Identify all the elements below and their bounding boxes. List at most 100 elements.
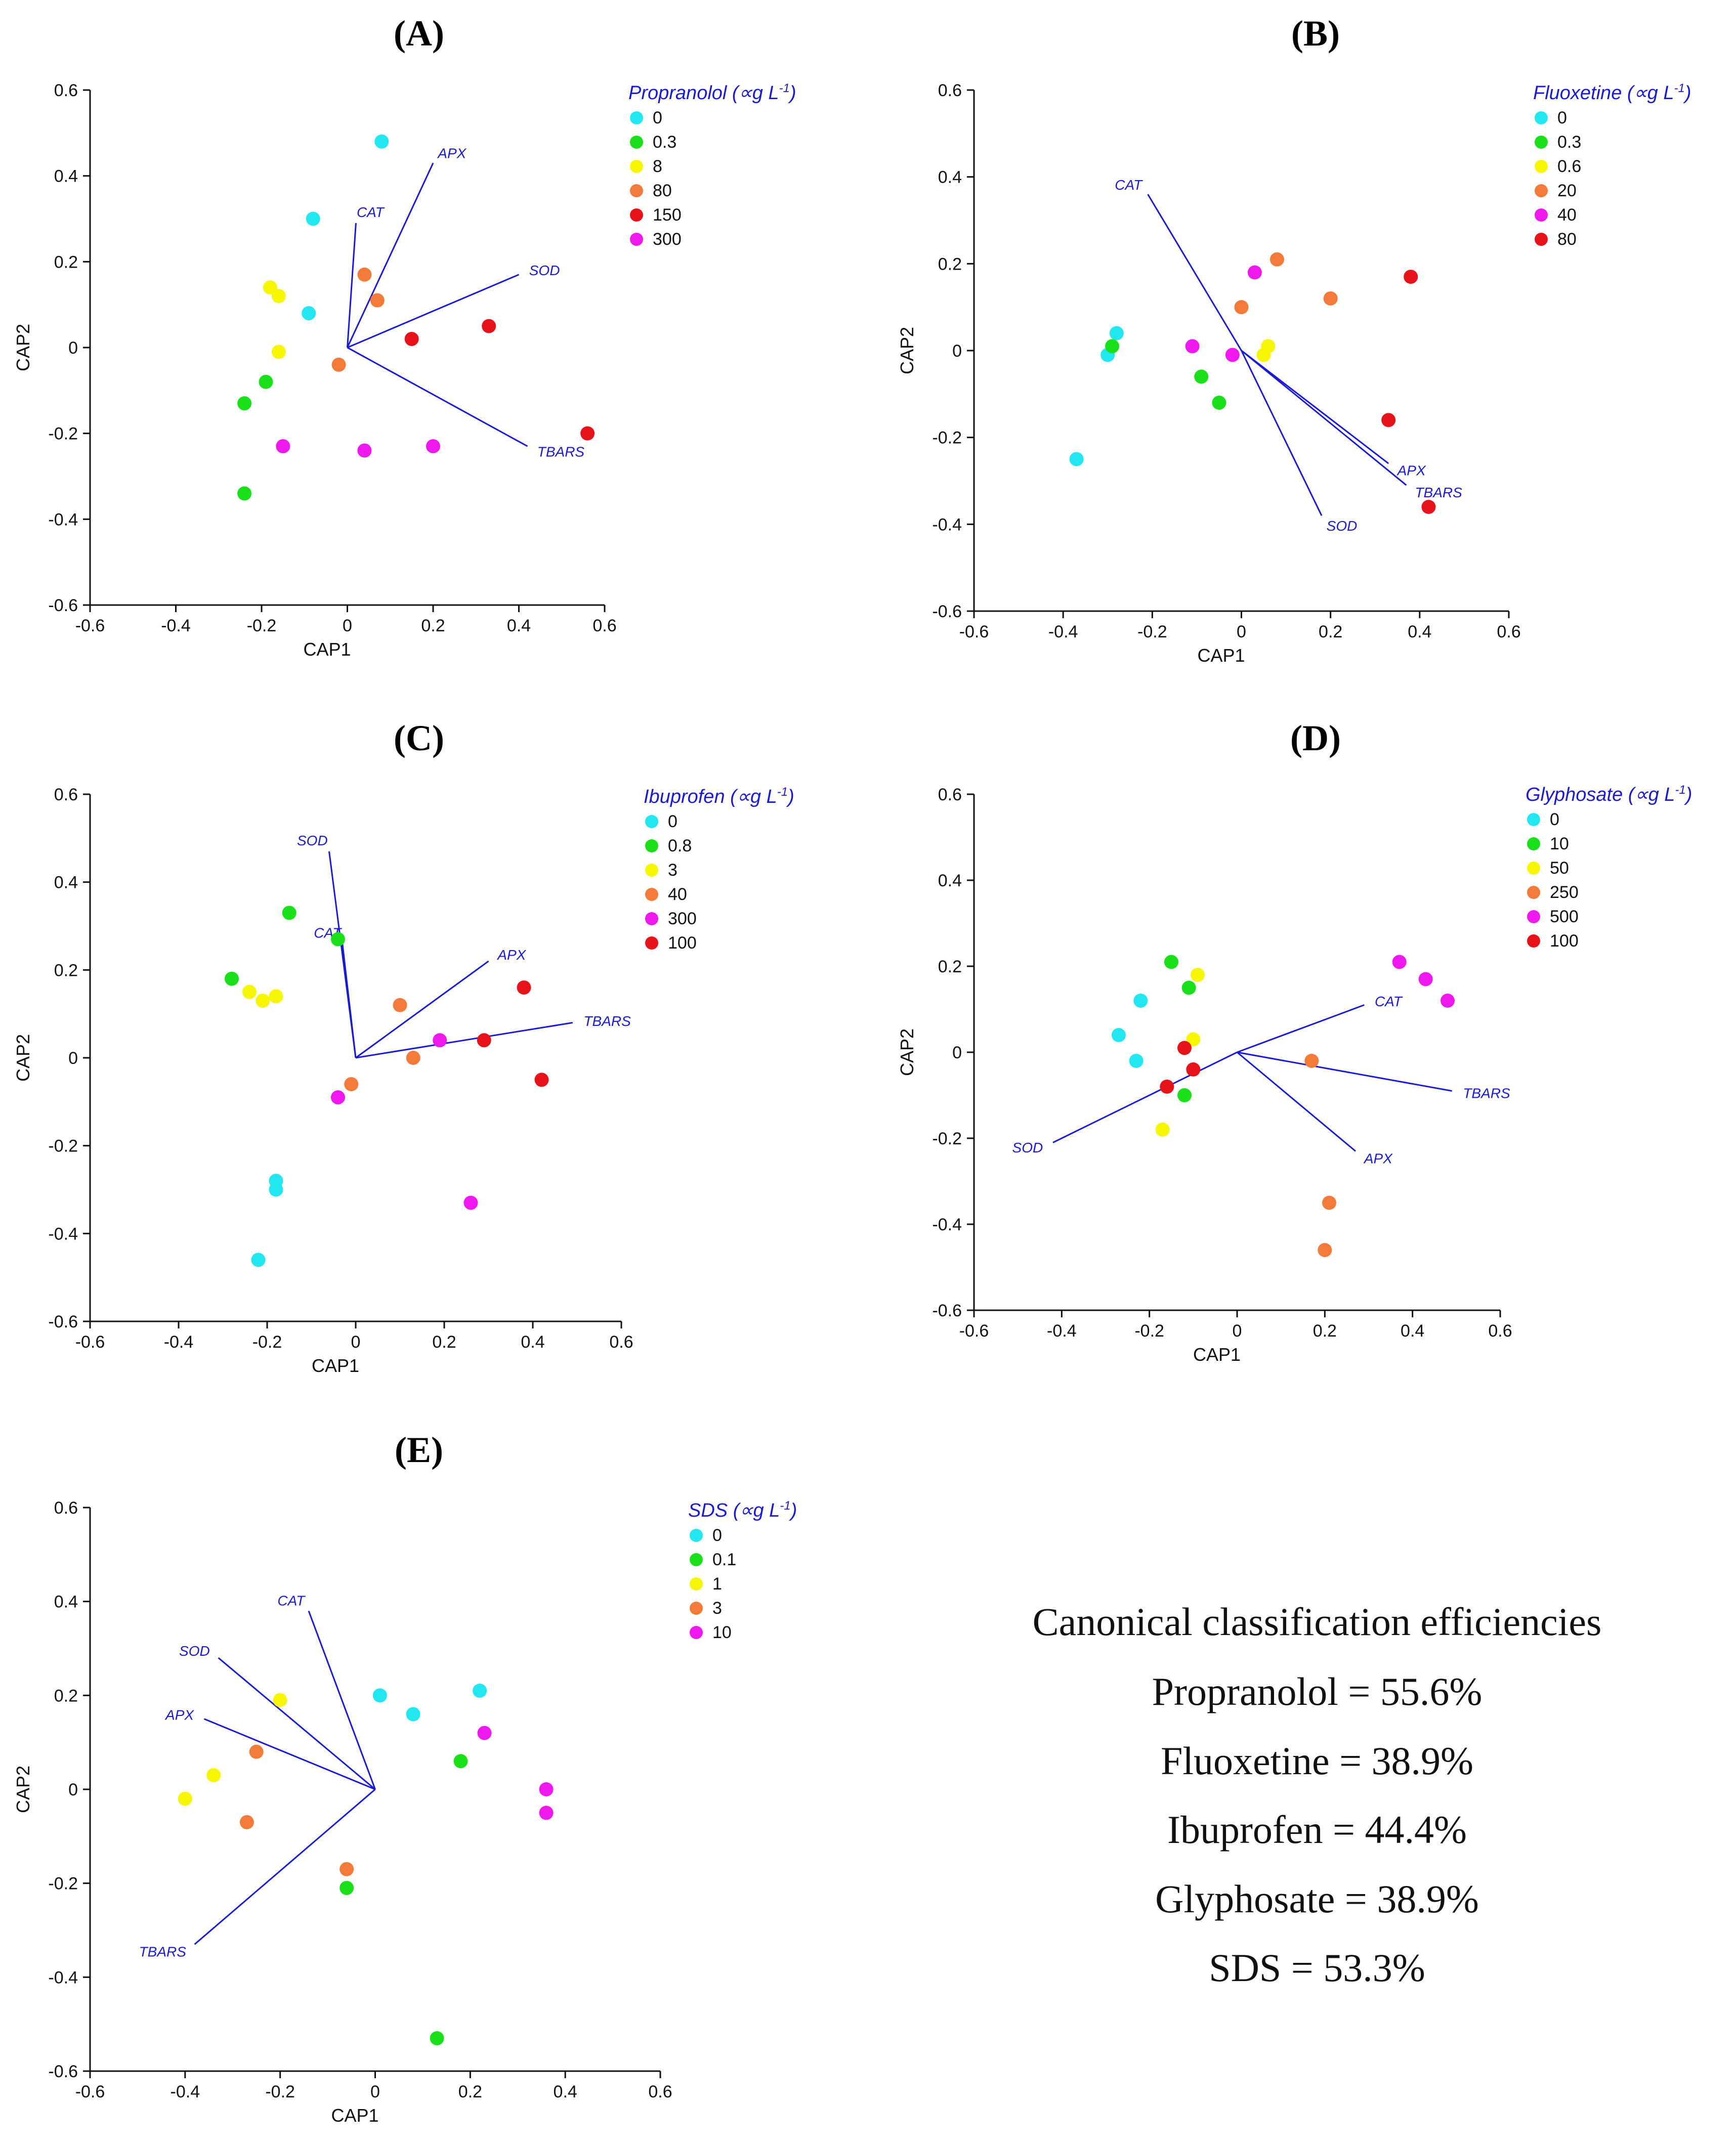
data-point	[1185, 339, 1200, 354]
summary-line-glyphosate: Glyphosate = 38.9%	[1155, 1877, 1479, 1921]
y-tick-label: 0.2	[54, 1686, 78, 1705]
x-tick-label: 0	[1237, 622, 1246, 641]
data-point	[1194, 369, 1209, 384]
vector-apx	[347, 162, 434, 348]
data-point	[344, 1077, 359, 1092]
data-point	[1381, 413, 1396, 427]
data-point	[1177, 1088, 1192, 1102]
y-tick-label: -0.4	[48, 510, 78, 529]
data-point	[282, 906, 297, 920]
legend-title: Ibuprofen (∝g L-1)	[644, 785, 794, 807]
x-tick-label: 0.4	[554, 2082, 577, 2101]
y-tick-label: 0.2	[938, 254, 962, 274]
data-point	[269, 989, 283, 1004]
vector-cat	[1147, 194, 1242, 351]
x-tick-label: -0.4	[164, 1333, 194, 1352]
data-point	[1304, 1054, 1319, 1068]
data-point	[463, 1195, 478, 1210]
legend-entry: 0	[653, 108, 662, 127]
legend-entry: 0.8	[668, 836, 692, 855]
y-tick-label: -0.6	[932, 602, 962, 621]
legend-entry: 0	[712, 1526, 722, 1545]
vector-sod	[1052, 1051, 1238, 1143]
data-point	[1247, 265, 1262, 280]
data-point	[1160, 1080, 1174, 1094]
legend-entry: 0	[1557, 108, 1567, 127]
y-tick-label: 0.6	[938, 81, 962, 100]
x-axis-title: CAP1	[303, 639, 351, 660]
data-point	[276, 439, 290, 454]
x-axis-title: CAP1	[1193, 1344, 1241, 1365]
panel-a: (A) -0.6 -0.4 -0.2 0 0.2 0.4 0.6 -0.6 -0.4 -0.2 0 0.…	[13, 13, 796, 660]
data-point	[302, 306, 316, 321]
vector-label: SOD	[297, 833, 328, 848]
x-tick-label: -0.6	[75, 1333, 105, 1352]
x-tick-label: 0.6	[609, 1333, 633, 1352]
data-point	[259, 374, 273, 389]
y-tick-label: -0.6	[48, 596, 78, 615]
legend-marker	[645, 864, 658, 877]
data-point	[269, 1182, 283, 1197]
legend-marker	[630, 233, 643, 246]
legend-entry: 250	[1550, 883, 1579, 902]
vector-label: SOD	[179, 1643, 210, 1659]
data-point	[1269, 252, 1284, 267]
summary-line-ibuprofen: Ibuprofen = 44.4%	[1167, 1808, 1467, 1852]
legend-marker	[630, 184, 643, 197]
x-tick-label: 0.4	[1408, 622, 1431, 641]
y-tick-label: 0	[952, 341, 962, 361]
y-tick-label: 0	[952, 1043, 962, 1062]
y-axis-title: CAP2	[13, 1766, 33, 1813]
y-tick-label: -0.2	[48, 1874, 78, 1894]
data-point	[374, 134, 389, 149]
data-point	[1323, 291, 1338, 306]
x-tick-label: 0.2	[421, 616, 445, 635]
y-tick-label: -0.4	[932, 515, 962, 534]
data-point	[340, 1880, 354, 1895]
legend-marker	[1535, 233, 1548, 246]
panel-d: (D) -0.6 -0.4 -0.2 0 0.2 0.4 0.6 -0.6 -0.4 -0.2 0 0.…	[897, 718, 1692, 1365]
legend-entry: 8	[653, 157, 662, 176]
data-point	[1441, 994, 1455, 1008]
x-tick-label: 0.6	[648, 2082, 672, 2101]
data-point	[482, 319, 496, 333]
x-tick-label: -0.6	[959, 1321, 989, 1341]
data-point	[534, 1072, 549, 1087]
panel-label: (E)	[395, 1430, 443, 1470]
vector-tbars	[194, 1788, 376, 1945]
data-point	[271, 345, 286, 359]
y-tick-label: 0.4	[54, 873, 78, 892]
vector-label: APX	[496, 947, 526, 963]
data-point	[256, 994, 270, 1008]
classification-summary: Canonical classification efficiencies Pr…	[1033, 1600, 1602, 1990]
legend-entry: 80	[1557, 230, 1577, 249]
y-tick-label: 0.6	[54, 81, 78, 100]
legend-marker	[1527, 862, 1540, 875]
data-point	[517, 980, 531, 995]
data-point	[393, 998, 407, 1012]
vector-label: APX	[437, 145, 467, 161]
vector-label: CAT	[277, 1593, 306, 1609]
data-point	[357, 267, 372, 282]
vector-label: APX	[1363, 1151, 1393, 1167]
vector-label: TBARS	[139, 1944, 187, 1960]
legend-marker	[1527, 886, 1540, 899]
data-point	[237, 396, 252, 411]
x-tick-label: -0.6	[75, 2082, 105, 2101]
data-point	[539, 1782, 554, 1796]
vector-label: CAT	[1375, 994, 1403, 1009]
legend-title: Glyphosate (∝g L-1)	[1526, 783, 1692, 805]
legend-marker	[1535, 136, 1548, 149]
x-tick-label: 0.6	[1497, 622, 1520, 641]
x-axis-title: CAP1	[331, 2105, 378, 2126]
x-tick-label: -0.2	[265, 2082, 295, 2101]
panel-label: (A)	[394, 13, 444, 54]
vector-sod	[218, 1657, 376, 1790]
legend-entry: 40	[668, 885, 687, 904]
vector-label: TBARS	[1463, 1085, 1510, 1101]
legend-marker	[645, 815, 658, 828]
data-point	[580, 426, 595, 441]
vector-label: CAT	[357, 204, 385, 220]
x-tick-label: -0.2	[247, 616, 277, 635]
data-point	[340, 1862, 354, 1876]
